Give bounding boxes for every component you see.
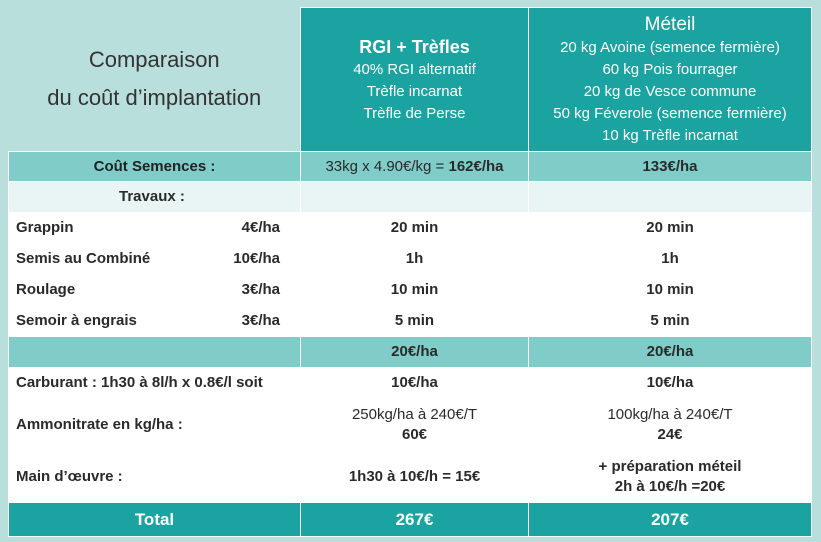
- rgi-composition-line: Trèfle incarnat: [366, 82, 463, 100]
- title-line-2: du coût d’implantation: [47, 85, 262, 111]
- main-oeuvre-meteil-line-2: 2h à 10€/h =20€: [614, 477, 726, 495]
- ammonitrate-rgi-cost: 60€: [401, 425, 428, 443]
- meteil-composition-line: 20 kg Avoine (semence fermière): [560, 38, 780, 56]
- header-row: Comparaison du coût d’implantation RGI +…: [9, 7, 812, 152]
- travaux-item-rate: 4€/ha: [241, 219, 280, 236]
- table-row: Roulage 3€/ha 10 min 10 min: [8, 274, 812, 306]
- title-line-1: Comparaison: [88, 47, 220, 73]
- rgi-composition-line: Trèfle de Perse: [363, 104, 466, 122]
- total-rgi: 267€: [300, 502, 529, 537]
- meteil-composition-line: 20 kg de Vesce commune: [583, 82, 757, 100]
- table-row: Semis au Combiné 10€/ha 1h 1h: [8, 243, 812, 275]
- total-label: Total: [8, 502, 301, 537]
- seed-cost-rgi-formula: 33kg x 4.90€/kg =: [325, 157, 449, 175]
- travaux-item: Semoir à engrais 3€/ha: [8, 305, 301, 337]
- main-oeuvre-meteil-line-1: + préparation méteil: [598, 457, 742, 475]
- travaux-subtotal-rgi: 20€/ha: [300, 336, 529, 368]
- carburant-row: Carburant : 1h30 à 8l/h x 0.8€/l soit 10…: [8, 367, 812, 399]
- travaux-item: Grappin 4€/ha: [8, 212, 301, 244]
- travaux-item-rate: 10€/ha: [233, 250, 280, 267]
- travaux-rgi-value: 1h: [300, 243, 529, 275]
- travaux-rgi-value: 20 min: [300, 212, 529, 244]
- travaux-meteil-value: 10 min: [528, 274, 812, 306]
- table-title: Comparaison du coût d’implantation: [9, 8, 301, 152]
- column-header-rgi: RGI + Trèfles 40% RGI alternatif Trèfle …: [300, 7, 529, 152]
- carburant-label: Carburant : 1h30 à 8l/h x 0.8€/l soit: [8, 367, 301, 399]
- meteil-composition-line: 50 kg Féverole (semence fermière): [553, 104, 787, 122]
- seed-cost-meteil: 133€/ha: [528, 151, 812, 182]
- ammonitrate-meteil: 100kg/ha à 240€/T 24€: [528, 398, 812, 451]
- travaux-item-name: Semis au Combiné: [16, 250, 151, 267]
- carburant-rgi: 10€/ha: [300, 367, 529, 399]
- column-header-meteil: Méteil 20 kg Avoine (semence fermière) 6…: [528, 7, 812, 152]
- ammonitrate-rgi-detail: 250kg/ha à 240€/T: [351, 405, 478, 423]
- travaux-empty-rgi: [300, 181, 529, 213]
- ammonitrate-label: Ammonitrate en kg/ha :: [8, 398, 301, 451]
- table-row: Semoir à engrais 3€/ha 5 min 5 min: [8, 305, 812, 337]
- travaux-item-rate: 3€/ha: [241, 281, 280, 298]
- main-oeuvre-rgi: 1h30 à 10€/h = 15€: [300, 450, 529, 503]
- travaux-empty-meteil: [528, 181, 812, 213]
- ammonitrate-meteil-cost: 24€: [657, 425, 683, 443]
- seed-cost-rgi: 33kg x 4.90€/kg = 162€/ha: [300, 151, 529, 182]
- total-row: Total 267€ 207€: [8, 502, 812, 537]
- ammonitrate-meteil-detail: 100kg/ha à 240€/T: [607, 405, 733, 423]
- main-oeuvre-meteil: + préparation méteil 2h à 10€/h =20€: [528, 450, 812, 503]
- travaux-item-name: Grappin: [16, 219, 74, 236]
- seed-cost-row: Coût Semences : 33kg x 4.90€/kg = 162€/h…: [8, 151, 812, 182]
- travaux-item: Semis au Combiné 10€/ha: [8, 243, 301, 275]
- travaux-rgi-value: 10 min: [300, 274, 529, 306]
- travaux-subtotal-row: 20€/ha 20€/ha: [8, 336, 812, 368]
- column-name-meteil: Méteil: [644, 13, 696, 35]
- travaux-item: Roulage 3€/ha: [8, 274, 301, 306]
- cost-comparison-table: Comparaison du coût d’implantation RGI +…: [8, 7, 812, 537]
- travaux-header-row: Travaux :: [8, 181, 812, 213]
- main-oeuvre-row: Main d’œuvre : 1h30 à 10€/h = 15€ + prép…: [8, 450, 812, 503]
- travaux-rgi-value: 5 min: [300, 305, 529, 337]
- ammonitrate-row: Ammonitrate en kg/ha : 250kg/ha à 240€/T…: [8, 398, 812, 451]
- seed-cost-rgi-value: 162€/ha: [448, 157, 504, 175]
- meteil-composition-line: 10 kg Trèfle incarnat: [602, 126, 738, 144]
- subtotal-empty-label: [8, 336, 301, 368]
- meteil-composition-line: 60 kg Pois fourrager: [602, 60, 738, 78]
- travaux-meteil-value: 1h: [528, 243, 812, 275]
- column-name-rgi: RGI + Trèfles: [359, 36, 470, 57]
- ammonitrate-rgi: 250kg/ha à 240€/T 60€: [300, 398, 529, 451]
- travaux-subtotal-meteil: 20€/ha: [528, 336, 812, 368]
- total-meteil: 207€: [528, 502, 812, 537]
- travaux-meteil-value: 5 min: [528, 305, 812, 337]
- main-oeuvre-label: Main d’œuvre :: [8, 450, 301, 503]
- travaux-item-name: Roulage: [16, 281, 76, 298]
- travaux-meteil-value: 20 min: [528, 212, 812, 244]
- table-row: Grappin 4€/ha 20 min 20 min: [8, 212, 812, 244]
- travaux-item-name: Semoir à engrais: [16, 312, 137, 329]
- travaux-label: Travaux :: [8, 181, 301, 213]
- rgi-composition-line: 40% RGI alternatif: [353, 60, 476, 78]
- seed-cost-label: Coût Semences :: [8, 151, 301, 182]
- carburant-meteil: 10€/ha: [528, 367, 812, 399]
- travaux-item-rate: 3€/ha: [241, 312, 280, 329]
